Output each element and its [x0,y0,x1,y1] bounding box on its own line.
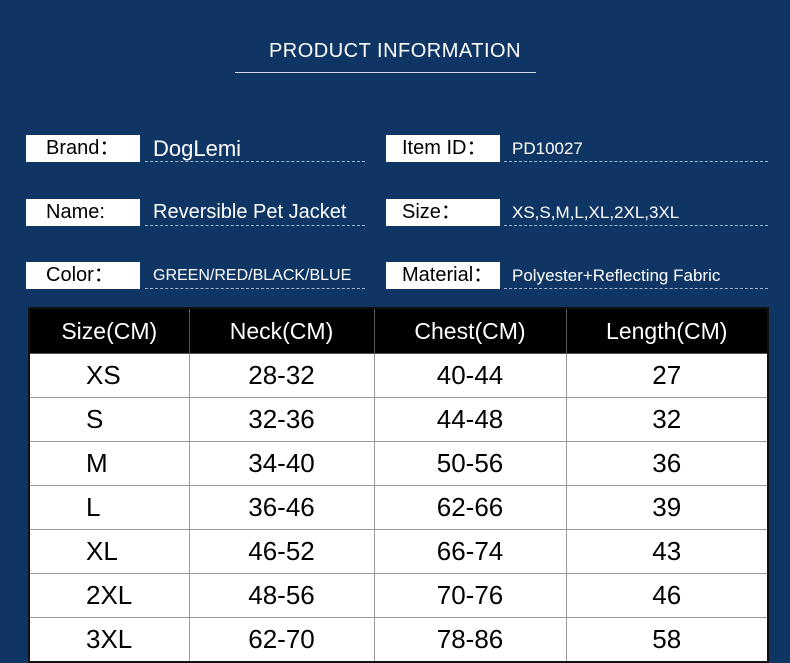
table-cell: 46-52 [188,529,375,574]
title: PRODUCT INFORMATION [268,40,522,62]
size-table: Size(CM) Neck(CM) Chest(CM) Length(CM) XS 28… [28,307,769,663]
table-cell: 36-46 [188,485,375,530]
info-label: Item ID： [386,135,500,162]
table-row: S 32-36 44-48 32 [28,397,769,442]
table-row: XS 28-32 40-44 27 [28,353,769,398]
table-row: 2XL 48-56 70-76 46 [28,573,769,618]
table-cell: 32 [565,397,769,442]
table-cell: 46 [565,573,769,618]
info-label: Size： [386,199,500,226]
table-row: L 36-46 62-66 39 [28,485,769,530]
table-cell: 50-56 [373,441,567,486]
header-row: Size(CM) Neck(CM) Chest(CM) Length(CM) [28,307,769,354]
info-value: XS,S,M,L,XL,2XL,3XL [504,199,768,226]
info-value: PD10027 [504,135,768,162]
table-cell: 28-32 [188,353,375,398]
table-cell: M [28,441,190,486]
table-cell: 70-76 [373,573,567,618]
table-cell: 48-56 [188,573,375,618]
table-cell: 2XL [28,573,190,618]
table-cell: 62-70 [188,617,375,663]
column-header: Size(CM) [28,307,190,354]
table-cell: S [28,397,190,442]
info-label: Material： [386,262,500,289]
table-cell: 27 [565,353,769,398]
info-value: Polyester+Reflecting Fabric [504,262,768,289]
table-body: XS 28-32 40-44 27 S 32-36 44-48 32 M 34-40 50-56 36… [28,353,769,663]
info-value: GREEN/RED/BLACK/BLUE [145,262,365,289]
title-underline [235,72,536,73]
table-row: 3XL 62-70 78-86 58 [28,617,769,663]
table-cell: 43 [565,529,769,574]
table-cell: 78-86 [373,617,567,663]
column-header: Chest(CM) [373,307,567,354]
table-cell: 40-44 [373,353,567,398]
table-cell: L [28,485,190,530]
table-row: XL 46-52 66-74 43 [28,529,769,574]
column-header: Neck(CM) [188,307,375,354]
table-cell: 36 [565,441,769,486]
table-row: M 34-40 50-56 36 [28,441,769,486]
info-value: Reversible Pet Jacket [145,199,365,226]
table-cell: 66-74 [373,529,567,574]
table-cell: 39 [565,485,769,530]
info-value: DogLemi [145,135,365,162]
table-cell: 62-66 [373,485,567,530]
table-cell: XS [28,353,190,398]
table-cell: 44-48 [373,397,567,442]
table-cell: 34-40 [188,441,375,486]
table-cell: XL [28,529,190,574]
info-label: Brand： [26,135,140,162]
table-cell: 3XL [28,617,190,663]
column-header: Length(CM) [565,307,769,354]
info-label: Color： [26,262,140,289]
table-cell: 58 [565,617,769,663]
table-cell: 32-36 [188,397,375,442]
info-label: Name: [26,199,140,226]
